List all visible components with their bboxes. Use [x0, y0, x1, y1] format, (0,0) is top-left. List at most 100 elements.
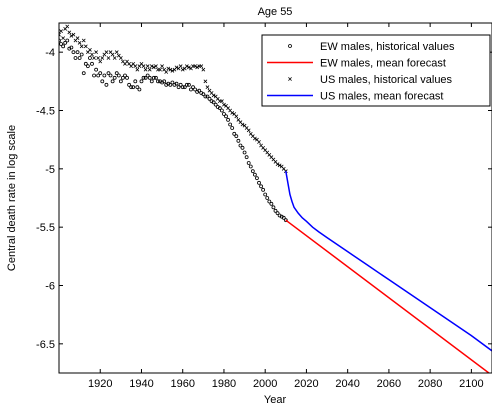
data-point [71, 32, 76, 37]
data-point [149, 79, 154, 84]
data-point [79, 44, 84, 49]
legend-label: EW males, historical values [320, 41, 455, 53]
data-point [265, 196, 270, 200]
data-point [133, 79, 138, 84]
data-point [269, 201, 274, 206]
data-point [189, 87, 193, 92]
series-layer [59, 24, 492, 373]
data-point [180, 85, 185, 90]
data-point [238, 143, 243, 148]
data-point [186, 82, 191, 87]
data-point [257, 140, 261, 144]
data-point [73, 56, 78, 60]
data-point [133, 64, 138, 69]
data-point [156, 79, 160, 84]
data-point [127, 82, 132, 87]
data-point [193, 87, 197, 92]
data-point [222, 102, 226, 107]
data-point [110, 79, 115, 84]
data-point [143, 75, 148, 80]
data-point [176, 85, 181, 90]
data-point [240, 145, 245, 150]
data-point [98, 59, 103, 64]
data-point [65, 38, 70, 43]
data-point [77, 56, 82, 60]
data-point [145, 73, 150, 78]
data-point [207, 96, 212, 101]
data-point [232, 131, 237, 136]
data-point [193, 64, 197, 69]
data-point [263, 192, 268, 197]
data-point [277, 163, 282, 168]
data-point [149, 64, 154, 69]
data-point [203, 79, 208, 84]
data-point [199, 64, 204, 69]
data-point [92, 56, 96, 60]
x-tick-label: 2060 [377, 378, 401, 390]
legend-item: US males, mean forecast [267, 91, 444, 103]
data-point [267, 199, 272, 204]
data-point [143, 67, 148, 72]
data-point [203, 94, 208, 99]
data-point [213, 102, 218, 107]
data-point [250, 169, 255, 174]
data-point [230, 126, 235, 130]
data-point [123, 73, 127, 78]
data-point [205, 94, 210, 99]
data-point [174, 65, 179, 70]
x-tick-label: 1940 [129, 378, 153, 390]
data-point [85, 64, 90, 69]
data-point [59, 29, 63, 34]
data-point [151, 75, 156, 80]
data-point [63, 40, 68, 45]
data-point [201, 67, 206, 72]
data-point [166, 66, 171, 71]
legend-box [261, 34, 491, 107]
data-point [168, 67, 173, 72]
data-point [220, 99, 224, 104]
data-point [135, 85, 140, 90]
data-point [67, 30, 72, 35]
data-point [129, 85, 134, 90]
data-point [259, 184, 263, 189]
legend-label: US males, historical values [320, 74, 453, 86]
data-point [211, 93, 216, 98]
data-point [75, 36, 80, 41]
data-point [281, 215, 286, 220]
x-tick-label: 1960 [170, 378, 194, 390]
data-point [158, 67, 162, 72]
data-point [222, 112, 226, 116]
data-point [226, 117, 230, 122]
y-tick-label: -5 [45, 164, 55, 176]
data-point [151, 65, 156, 70]
data-point [90, 52, 94, 57]
series-line [285, 171, 492, 352]
chart-title: Age 55 [258, 6, 293, 18]
legend-item: US males, historical values [288, 74, 453, 86]
data-point [69, 45, 74, 50]
legend-label: EW males, mean forecast [320, 58, 446, 70]
x-tick-label: 1980 [212, 378, 236, 390]
data-point [246, 128, 251, 133]
data-point [211, 100, 216, 105]
data-point [170, 68, 175, 73]
legend-item: EW males, mean forecast [267, 58, 446, 70]
data-point [112, 56, 117, 60]
x-axis-label: Year [264, 394, 287, 406]
data-point [197, 88, 202, 93]
data-point [257, 180, 261, 185]
data-point [255, 176, 259, 181]
x-tick-label: 2080 [418, 378, 442, 390]
data-point [224, 114, 228, 119]
data-point [71, 50, 76, 55]
data-point [106, 71, 111, 76]
data-point [141, 75, 146, 80]
series-1 [285, 219, 491, 373]
y-tick-label: -6.5 [36, 339, 55, 351]
data-point [94, 50, 98, 55]
data-point [98, 71, 103, 76]
data-point [75, 50, 80, 55]
data-point [65, 24, 70, 29]
data-point [59, 42, 63, 46]
x-tick-label: 1920 [88, 378, 112, 390]
